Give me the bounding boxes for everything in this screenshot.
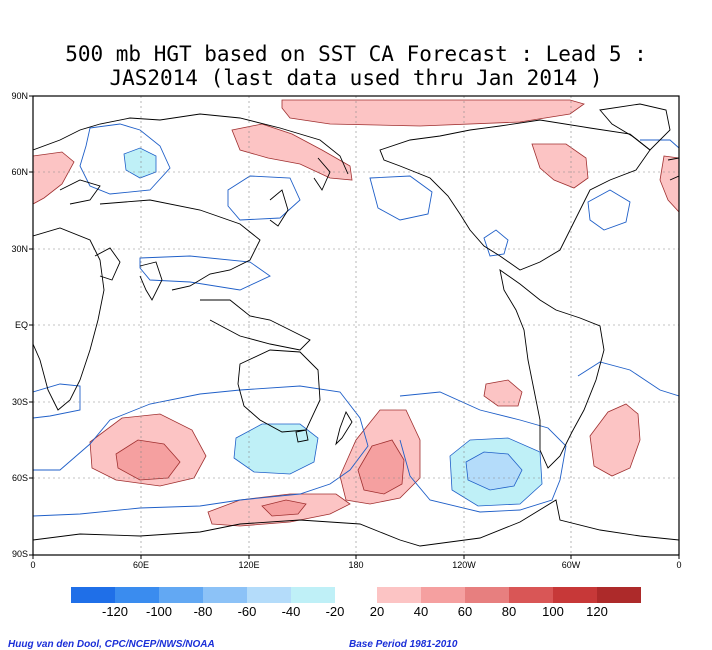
colorbar-label: 20	[369, 604, 385, 619]
negative-anomaly-regions	[123, 147, 543, 507]
lat-label-90n: 90N	[11, 91, 28, 101]
lat-lon-grid	[33, 96, 679, 555]
map-title-line2: JAS2014 (last data used thru Jan 2014 )	[109, 66, 603, 90]
lat-label-60s: 60S	[11, 473, 28, 483]
colorbar-label: 80	[501, 604, 517, 619]
anomaly-south-atlantic	[589, 403, 641, 477]
colorbar-swatch-pos-20	[377, 587, 421, 603]
colorbar-label: -80	[193, 604, 213, 619]
colorbar-label: -120	[101, 604, 129, 619]
anomaly-east-atlantic	[659, 155, 679, 213]
colorbar-label: 40	[413, 604, 429, 619]
anomaly-south-pacific-core	[357, 439, 405, 495]
lon-label-0-east: 0	[676, 560, 682, 570]
lat-label-30s: 30S	[11, 397, 28, 407]
colorbar-label: -40	[281, 604, 301, 619]
colorbar-swatch-neg-120	[71, 587, 115, 603]
lat-label-30n: 30N	[11, 244, 28, 254]
colorbar-label: -100	[145, 604, 173, 619]
colorbar-swatch-pos-40	[421, 587, 465, 603]
anomaly-arctic-north	[281, 99, 585, 127]
map-title-line1: 500 mb HGT based on SST CA Forecast : Le…	[65, 42, 647, 66]
contour-lines	[33, 123, 679, 517]
colorbar-label: 100	[542, 604, 564, 619]
anomaly-south-pacific-small	[483, 379, 523, 407]
lon-label-120e: 120E	[238, 560, 260, 570]
colorbar-swatch-neg-100	[115, 587, 159, 603]
lat-label-eq: EQ	[14, 320, 28, 330]
colorbar-swatch-pos-120	[597, 587, 641, 603]
colorbar-swatch-neg-80	[159, 587, 203, 603]
lat-label-60n: 60N	[11, 167, 28, 177]
colorbar-label: 60	[457, 604, 473, 619]
anomaly-east-asia	[231, 123, 353, 181]
colorbar-swatch-neg-20	[291, 587, 335, 603]
colorbar-swatch-neg-60	[203, 587, 247, 603]
lon-label-120w: 120W	[452, 560, 476, 570]
lat-label-90s: 90S	[11, 549, 28, 559]
colorbar-swatch-pos-60	[465, 587, 509, 603]
lon-label-0: 0	[30, 560, 36, 570]
anomaly-south-australia-neg	[233, 423, 319, 475]
colorbar-swatch-pos-80	[509, 587, 553, 603]
positive-anomaly-regions	[33, 99, 679, 527]
anomaly-siberia-neg	[123, 147, 157, 179]
credit-footer: Huug van den Dool, CPC/NCEP/NWS/NOAA	[8, 639, 215, 650]
lon-label-180: 180	[348, 560, 364, 570]
anomaly-hudson-bay	[531, 143, 589, 189]
colorbar-swatch-pos-100	[553, 587, 597, 603]
anomaly-indian-ocean-core	[115, 439, 181, 481]
colorbar-swatch-neg-40	[247, 587, 291, 603]
colorbar-label: -60	[237, 604, 257, 619]
coastlines	[33, 103, 679, 547]
base-period-footer: Base Period 1981-2010	[349, 639, 458, 650]
colorbar-label: 120	[586, 604, 608, 619]
axis-ticks	[29, 95, 680, 559]
lon-label-60e: 60E	[132, 560, 149, 570]
colorbar-label: -20	[325, 604, 345, 619]
lon-label-60w: 60W	[561, 560, 581, 570]
anomaly-north-atlantic-west	[33, 151, 75, 205]
anomaly-antarctic-belt-core	[261, 499, 307, 517]
